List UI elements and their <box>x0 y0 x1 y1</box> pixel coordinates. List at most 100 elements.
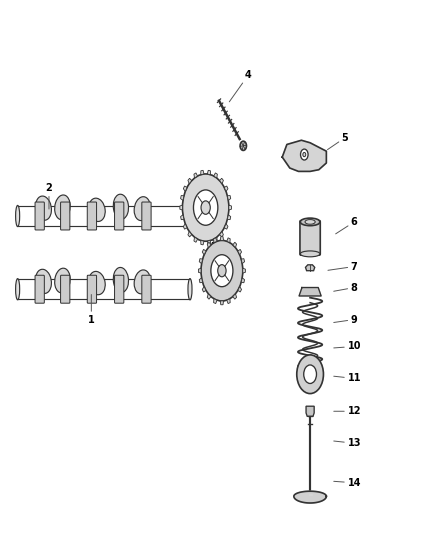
Polygon shape <box>305 265 315 271</box>
Polygon shape <box>299 287 321 296</box>
Polygon shape <box>214 238 217 243</box>
Ellipse shape <box>300 218 320 225</box>
Polygon shape <box>241 278 244 283</box>
Circle shape <box>300 149 308 160</box>
Polygon shape <box>220 237 223 240</box>
Text: 11: 11 <box>334 374 361 383</box>
Text: 7: 7 <box>328 262 357 271</box>
Ellipse shape <box>305 220 315 224</box>
Polygon shape <box>188 231 192 237</box>
Circle shape <box>297 355 323 393</box>
Polygon shape <box>207 242 211 248</box>
Text: 9: 9 <box>334 314 357 325</box>
Ellipse shape <box>134 270 150 294</box>
Ellipse shape <box>300 251 320 257</box>
Ellipse shape <box>89 271 105 295</box>
Polygon shape <box>219 178 223 184</box>
FancyBboxPatch shape <box>142 275 151 303</box>
Text: 3: 3 <box>210 227 216 249</box>
FancyBboxPatch shape <box>87 275 96 303</box>
FancyBboxPatch shape <box>60 202 70 230</box>
Polygon shape <box>180 205 183 210</box>
Polygon shape <box>220 301 223 305</box>
Circle shape <box>201 240 243 301</box>
Polygon shape <box>227 238 230 243</box>
Ellipse shape <box>16 279 20 300</box>
Polygon shape <box>198 268 201 273</box>
FancyBboxPatch shape <box>87 202 96 230</box>
Polygon shape <box>306 406 314 416</box>
Text: 2: 2 <box>46 183 53 209</box>
Polygon shape <box>294 491 326 503</box>
Text: 12: 12 <box>334 406 361 416</box>
Polygon shape <box>207 240 211 245</box>
Polygon shape <box>184 224 187 229</box>
FancyBboxPatch shape <box>35 202 44 230</box>
Polygon shape <box>282 140 326 172</box>
Circle shape <box>183 174 229 241</box>
Ellipse shape <box>55 195 70 220</box>
Polygon shape <box>199 278 203 283</box>
Ellipse shape <box>35 196 51 220</box>
Polygon shape <box>202 287 206 292</box>
Polygon shape <box>224 224 228 229</box>
Text: 6: 6 <box>336 217 357 234</box>
FancyBboxPatch shape <box>300 221 320 255</box>
Text: 10: 10 <box>334 342 361 351</box>
Ellipse shape <box>113 194 128 219</box>
Circle shape <box>240 141 247 150</box>
Text: 13: 13 <box>334 438 361 448</box>
FancyBboxPatch shape <box>115 202 124 230</box>
Polygon shape <box>238 287 241 292</box>
Polygon shape <box>214 298 217 304</box>
Polygon shape <box>227 298 230 304</box>
Ellipse shape <box>55 268 70 293</box>
Text: 1: 1 <box>88 295 95 325</box>
Ellipse shape <box>35 269 51 294</box>
Ellipse shape <box>188 205 192 227</box>
Text: 8: 8 <box>334 282 358 293</box>
Polygon shape <box>243 268 245 273</box>
Ellipse shape <box>89 198 105 222</box>
Circle shape <box>304 365 317 383</box>
Polygon shape <box>214 237 217 243</box>
Polygon shape <box>233 242 237 248</box>
Polygon shape <box>188 178 192 184</box>
FancyBboxPatch shape <box>142 202 151 230</box>
Polygon shape <box>224 186 228 191</box>
Ellipse shape <box>113 268 128 293</box>
Polygon shape <box>184 186 187 191</box>
Polygon shape <box>202 249 206 255</box>
Polygon shape <box>201 240 204 245</box>
Ellipse shape <box>16 205 20 227</box>
Text: 5: 5 <box>328 133 348 150</box>
Polygon shape <box>199 259 203 264</box>
Polygon shape <box>227 196 231 200</box>
Polygon shape <box>238 249 241 255</box>
FancyBboxPatch shape <box>35 275 44 303</box>
Circle shape <box>201 201 210 214</box>
Text: 14: 14 <box>334 478 361 488</box>
FancyBboxPatch shape <box>60 275 70 303</box>
Polygon shape <box>233 294 237 299</box>
Polygon shape <box>207 171 211 175</box>
Polygon shape <box>241 259 244 264</box>
FancyBboxPatch shape <box>115 275 124 303</box>
Polygon shape <box>180 196 184 200</box>
Circle shape <box>194 190 218 225</box>
Ellipse shape <box>134 197 150 221</box>
Polygon shape <box>214 173 217 178</box>
Polygon shape <box>309 494 311 495</box>
Polygon shape <box>194 237 198 243</box>
Polygon shape <box>194 173 198 178</box>
Polygon shape <box>227 215 231 220</box>
Polygon shape <box>207 294 211 299</box>
Polygon shape <box>180 215 184 220</box>
Text: 4: 4 <box>230 70 251 102</box>
Circle shape <box>211 255 233 287</box>
Circle shape <box>218 264 226 277</box>
Ellipse shape <box>188 279 192 300</box>
Polygon shape <box>229 205 231 210</box>
Circle shape <box>303 152 306 157</box>
Polygon shape <box>219 231 223 237</box>
